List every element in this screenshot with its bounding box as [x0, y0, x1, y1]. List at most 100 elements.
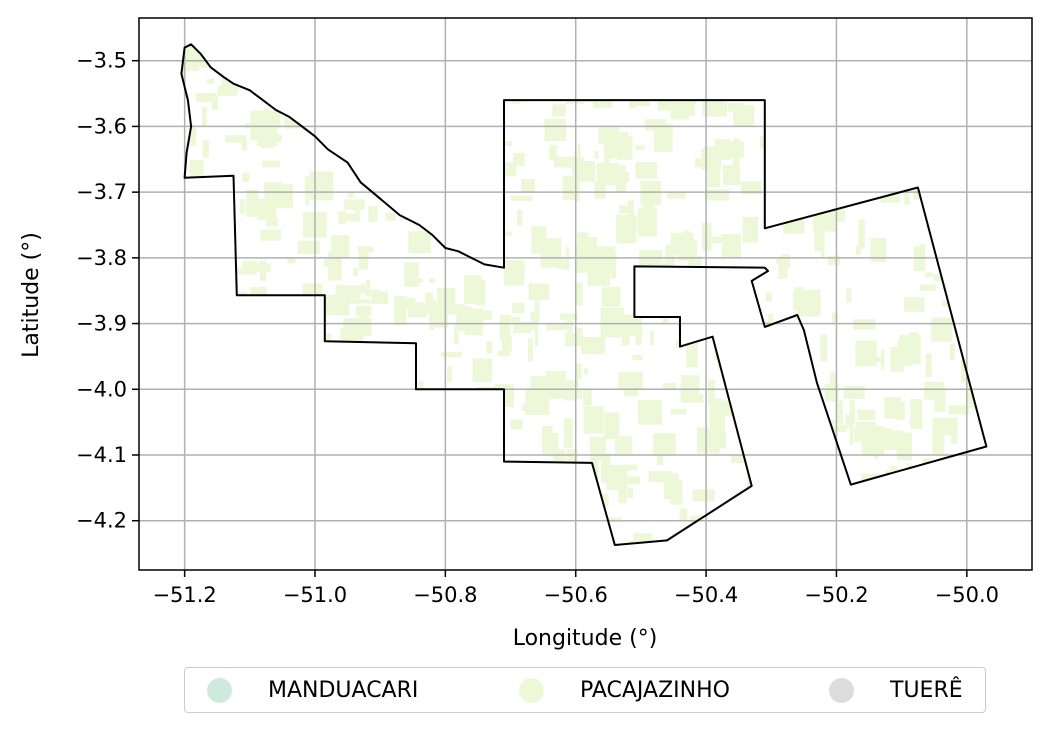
land-patch	[600, 453, 611, 483]
land-patch	[296, 431, 309, 452]
land-patch	[592, 450, 599, 479]
land-patch	[635, 331, 642, 346]
land-patch	[565, 389, 583, 399]
land-patch	[566, 559, 589, 566]
land-patch	[527, 338, 534, 362]
land-patch	[583, 534, 600, 546]
land-patch	[1010, 342, 1022, 366]
land-patch	[301, 112, 322, 118]
land-patch	[824, 384, 839, 402]
land-patch	[842, 495, 855, 522]
land-patch	[299, 19, 302, 42]
land-patch	[996, 302, 1000, 316]
land-patch	[548, 144, 557, 161]
land-patch	[858, 90, 869, 107]
land-patch	[144, 337, 164, 358]
land-patch	[770, 375, 786, 399]
land-patch	[151, 34, 163, 59]
land-patch	[348, 353, 374, 372]
land-patch	[794, 532, 798, 546]
land-patch	[161, 208, 177, 221]
land-patch	[163, 413, 180, 436]
land-patch	[160, 477, 170, 501]
land-patch	[333, 408, 346, 434]
y-tick-label: −3.7	[76, 180, 127, 204]
land-patch	[586, 493, 609, 507]
land-patch	[293, 447, 301, 474]
land-patch	[373, 410, 379, 418]
land-patch	[598, 79, 623, 101]
land-patch	[1024, 254, 1048, 273]
land-patch	[147, 192, 153, 219]
land-patch	[280, 44, 302, 56]
land-patch	[792, 489, 815, 517]
land-patch	[432, 197, 456, 216]
land-patch	[211, 233, 223, 246]
land-patch	[754, 530, 765, 546]
land-patch	[589, 546, 595, 558]
land-patch	[594, 151, 599, 159]
land-patch	[434, 44, 439, 57]
land-patch	[972, 193, 984, 200]
land-patch	[771, 449, 776, 455]
land-patch	[151, 153, 157, 165]
land-patch	[197, 361, 207, 389]
land-patch	[181, 452, 203, 460]
land-patch	[618, 371, 643, 389]
land-patch	[933, 105, 938, 115]
land-patch	[956, 486, 964, 502]
land-patch	[225, 135, 246, 143]
land-patch	[440, 304, 465, 315]
land-patch	[624, 464, 638, 471]
land-patch	[639, 250, 663, 278]
land-patch	[424, 523, 432, 535]
land-patch	[592, 546, 614, 564]
land-patch	[250, 358, 263, 365]
land-patch	[195, 92, 217, 103]
land-patch	[614, 436, 633, 454]
land-patch	[388, 44, 409, 61]
land-patch	[1017, 549, 1039, 578]
land-patch	[511, 86, 521, 104]
land-patch	[633, 302, 654, 316]
land-patch	[181, 60, 187, 85]
land-patch	[663, 473, 679, 500]
land-patch	[606, 464, 628, 491]
land-patch	[194, 314, 213, 340]
land-patch	[646, 554, 668, 566]
land-patch	[155, 122, 169, 132]
land-patch	[1007, 176, 1012, 184]
land-patch	[360, 132, 371, 154]
land-patch	[460, 156, 470, 165]
land-patch	[342, 213, 360, 222]
land-patch	[528, 66, 546, 91]
land-patch	[744, 381, 751, 408]
land-patch	[814, 417, 827, 440]
x-tick-label: −51.2	[152, 583, 216, 607]
land-patch	[906, 463, 912, 468]
land-patch	[246, 189, 259, 217]
land-patch	[397, 359, 413, 377]
land-patch	[429, 302, 434, 331]
land-patch	[181, 284, 184, 294]
land-patch	[460, 227, 465, 255]
land-patch	[380, 441, 403, 471]
land-patch	[302, 283, 323, 302]
land-patch	[512, 44, 529, 50]
land-patch	[913, 182, 939, 200]
land-patch	[577, 232, 589, 253]
land-patch	[163, 267, 172, 290]
land-patch	[290, 39, 295, 44]
land-patch	[267, 517, 276, 528]
land-patch	[848, 45, 852, 62]
land-patch	[928, 184, 945, 191]
land-patch	[562, 175, 576, 200]
land-patch	[634, 44, 645, 45]
land-patch	[1009, 116, 1015, 120]
land-patch	[583, 389, 592, 406]
land-patch	[513, 321, 532, 334]
land-patch	[866, 173, 880, 185]
land-patch	[871, 152, 896, 161]
land-patch	[425, 461, 440, 481]
y-tick-label: −3.8	[76, 246, 127, 270]
